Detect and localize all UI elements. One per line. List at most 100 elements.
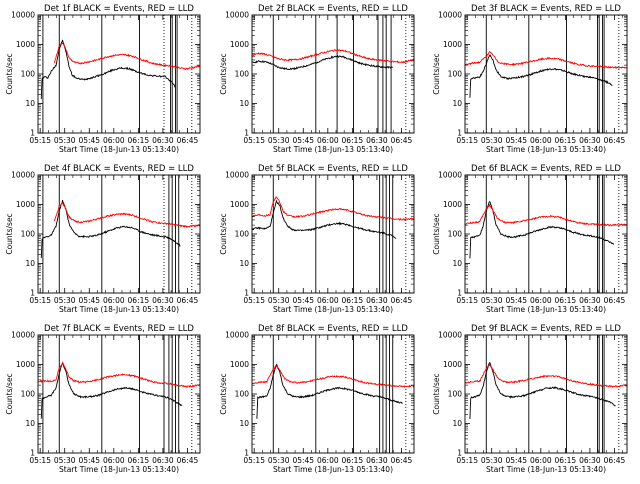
x-axis-label: Start Time (18-Jun-13 05:13:40) [59,145,179,154]
x-tick-label: 05:45 [505,136,527,145]
y-tick-label: 10000 [438,11,462,20]
y-tick-label: 10000 [11,171,35,180]
x-tick-label: 06:00 [317,296,339,305]
x-axis-label: Start Time (18-Jun-13 05:13:40) [486,465,606,474]
y-tick-label: 100 [21,390,36,399]
detector-chart-8: 1 10 100 1000 10000 05:15 05:30 05:45 06:00 06:15… [219,324,415,474]
x-tick-label: 06:00 [103,456,125,465]
y-tick-label: 100 [235,390,250,399]
x-tick-label: 05:30 [54,296,76,305]
x-tick-label: 05:15 [29,296,51,305]
detector-chart-9: 1 10 100 1000 10000 05:15 05:30 05:45 06:00 06:15… [432,324,628,474]
detector-chart-1: 1 10 100 1000 10000 05:15 05:30 05:45 06:00 06:15… [5,4,201,154]
chart-title: Det 3f BLACK = Events, RED = LLD [471,4,621,14]
x-tick-label: 06:00 [530,136,552,145]
x-tick-label: 06:00 [103,136,125,145]
y-tick-label: 1 [457,449,462,458]
y-axis-label: Counts/sec [432,53,441,94]
x-tick-label: 06:00 [530,456,552,465]
series-line-events [469,54,613,98]
y-tick-label: 10000 [225,331,249,340]
x-tick-label: 06:45 [177,296,199,305]
x-tick-label: 05:15 [456,296,478,305]
y-tick-label: 10 [239,99,249,108]
y-tick-label: 1000 [16,360,35,369]
x-axis-label: Start Time (18-Jun-13 05:13:40) [59,305,179,314]
y-axis-label: Counts/sec [5,373,14,414]
x-tick-label: 06:30 [152,456,174,465]
y-tick-label: 10000 [225,171,249,180]
x-tick-label: 06:00 [317,456,339,465]
series-line-events [40,200,181,259]
y-tick-label: 10 [25,419,35,428]
x-tick-label: 06:00 [103,296,125,305]
y-axis-label: Counts/sec [5,213,14,254]
x-tick-label: 06:45 [604,296,626,305]
series-line-lld [251,196,415,222]
x-tick-label: 06:45 [177,136,199,145]
x-tick-label: 05:45 [78,136,100,145]
y-axis-label: Counts/sec [219,213,228,254]
x-tick-label: 06:00 [317,136,339,145]
detector-chart-5: 1 10 100 1000 10000 05:15 05:30 05:45 06:00 06:15… [219,164,415,314]
y-tick-label: 1000 [443,360,462,369]
x-tick-label: 06:30 [579,296,601,305]
x-tick-label: 05:15 [29,456,51,465]
x-tick-label: 05:30 [268,456,290,465]
y-tick-label: 1000 [230,200,249,209]
x-axis-label: Start Time (18-Jun-13 05:13:40) [273,145,393,154]
y-tick-label: 1000 [443,200,462,209]
y-tick-label: 1 [30,129,35,138]
x-tick-label: 06:15 [342,296,364,305]
y-axis-label: Counts/sec [432,213,441,254]
x-tick-label: 06:45 [391,136,413,145]
x-tick-label: 06:15 [555,296,577,305]
y-tick-label: 100 [448,390,463,399]
chart-title: Det 6f BLACK = Events, RED = LLD [471,164,621,174]
y-tick-label: 10000 [438,331,462,340]
y-tick-label: 10000 [225,11,249,20]
y-axis-label: Counts/sec [219,53,228,94]
chart-title: Det 5f BLACK = Events, RED = LLD [258,164,408,174]
series-line-events [40,39,176,99]
y-tick-label: 100 [448,230,463,239]
detector-chart-7: 1 10 100 1000 10000 05:15 05:30 05:45 06:00 06:15… [5,324,201,474]
x-tick-label: 05:30 [481,456,503,465]
series-line-events [469,361,616,420]
x-axis-label: Start Time (18-Jun-13 05:13:40) [486,305,606,314]
series-line-events [469,201,614,259]
detector-chart-2: 1 10 100 1000 10000 05:15 05:30 05:45 06:00 06:15… [219,4,415,154]
detector-chart-6: 1 10 100 1000 10000 05:15 05:30 05:45 06:00 06:15… [432,164,628,314]
y-tick-label: 1 [457,129,462,138]
y-axis-label: Counts/sec [219,373,228,414]
x-axis-label: Start Time (18-Jun-13 05:13:40) [59,465,179,474]
x-tick-label: 05:15 [456,136,478,145]
y-tick-label: 1000 [16,40,35,49]
series-line-lld [464,363,628,388]
series-line-lld [464,51,628,70]
y-tick-label: 10 [25,99,35,108]
x-tick-label: 05:45 [505,456,527,465]
x-tick-label: 05:15 [243,296,265,305]
x-tick-label: 06:45 [604,136,626,145]
y-tick-label: 1 [244,449,249,458]
x-tick-label: 06:15 [342,136,364,145]
x-tick-label: 05:45 [78,456,100,465]
y-tick-label: 1000 [443,40,462,49]
y-tick-label: 100 [235,70,250,79]
y-tick-label: 10000 [11,11,35,20]
series-line-events [256,363,403,419]
x-tick-label: 05:45 [292,136,314,145]
x-tick-label: 05:30 [54,456,76,465]
y-tick-label: 1000 [16,200,35,209]
series-line-lld [53,42,201,71]
y-tick-label: 1 [244,289,249,298]
x-tick-label: 05:45 [292,456,314,465]
y-tick-label: 10 [239,259,249,268]
series-line-lld [464,203,628,227]
chart-title: Det 9f BLACK = Events, RED = LLD [471,324,621,334]
x-tick-label: 06:15 [555,456,577,465]
x-tick-label: 05:45 [505,296,527,305]
